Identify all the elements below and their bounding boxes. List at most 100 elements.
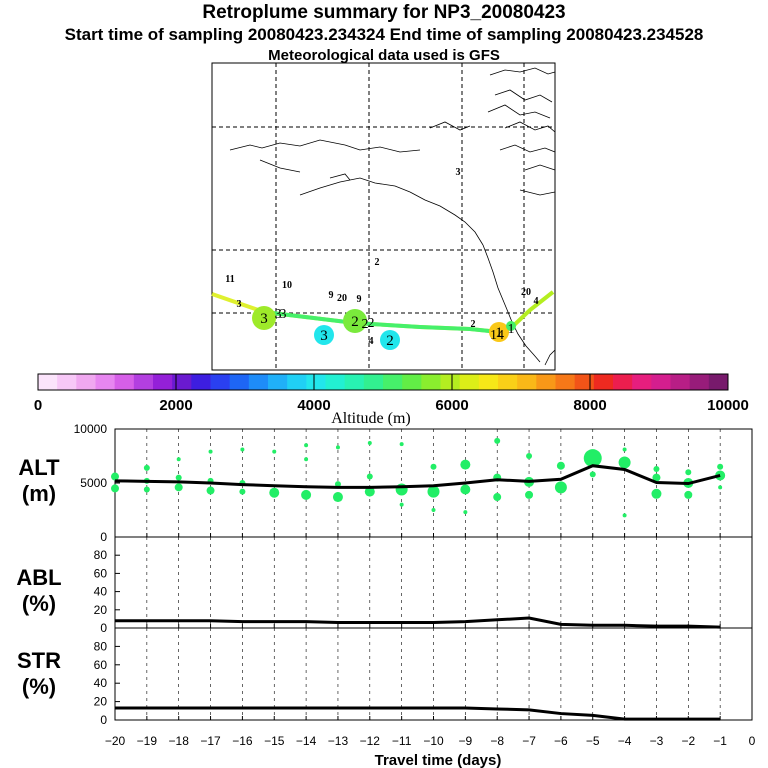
cluster-point-label: 4: [369, 336, 374, 347]
altitude-dot: [717, 463, 724, 470]
cluster-point-label: 2: [375, 257, 380, 268]
colorbar-swatch: [478, 374, 499, 390]
altitude-dot: [239, 488, 246, 495]
alt-unit: (m): [21, 481, 57, 506]
y-tick-label: 0: [100, 713, 107, 727]
cluster-circle-label: 2: [386, 333, 394, 349]
colorbar-tick-label: 10000: [707, 397, 749, 414]
colorbar-swatch: [268, 374, 288, 390]
colorbar-swatch: [229, 374, 250, 390]
cluster-circle: [380, 330, 400, 350]
cluster-circle: [252, 306, 276, 330]
altitude-dot: [143, 464, 150, 471]
series-line: [114, 464, 721, 489]
altitude-dot: [554, 481, 567, 494]
altitude-dot: [143, 486, 150, 493]
cluster-circle-label: 3: [260, 311, 268, 327]
x-tick-label: −5: [586, 734, 600, 748]
altitude-dot: [269, 487, 280, 498]
cluster-circle-label: 2: [351, 314, 359, 330]
cluster-point-label: 20: [337, 293, 347, 304]
colorbar-swatch: [536, 374, 556, 390]
colorbar-swatch: [402, 374, 422, 390]
colorbar-swatch: [114, 374, 135, 390]
track-label: 1: [508, 322, 515, 337]
track-label: 3: [280, 307, 287, 322]
x-tick-label: −12: [360, 734, 381, 748]
altitude-dot: [463, 510, 468, 515]
x-tick-label: −3: [650, 734, 664, 748]
altitude-dot: [556, 461, 565, 470]
x-tick-label: −10: [423, 734, 444, 748]
altitude-dot: [685, 469, 692, 476]
colorbar-swatch: [153, 374, 173, 390]
x-tick-label: −20: [105, 734, 126, 748]
altitude-dot: [494, 437, 501, 444]
x-tick-label: −16: [232, 734, 253, 748]
altitude-dot: [431, 508, 436, 512]
x-tick-label: −9: [459, 734, 473, 748]
colorbar-swatch: [670, 374, 691, 390]
colorbar-swatch: [191, 374, 211, 390]
y-tick-label: 40: [94, 585, 108, 599]
alt-label: ALT: [18, 455, 60, 480]
colorbar-swatch: [363, 374, 384, 390]
colorbar-swatch: [498, 374, 518, 390]
track-label: 14: [490, 328, 504, 343]
cluster-circles: 3 2 3 2 1: [252, 306, 516, 350]
colorbar-ticks: 0 2000 4000 6000 8000 10000: [34, 374, 749, 414]
cluster-point-label: 4: [534, 296, 539, 307]
colorbar-swatch: [133, 374, 154, 390]
altitude-colorbar: [37, 373, 729, 391]
track-label: 2: [368, 316, 375, 331]
altitude-dot: [304, 443, 309, 448]
altitude-dot: [111, 472, 119, 481]
altitude-dot: [427, 485, 440, 498]
altitude-dot: [618, 456, 631, 469]
cluster-point-label: 11: [225, 274, 234, 285]
y-tick-label: 20: [94, 603, 108, 617]
x-tick-label: −11: [392, 734, 412, 748]
x-tick-label: −19: [137, 734, 158, 748]
x-tick-label: −7: [522, 734, 536, 748]
cluster-circle: [489, 322, 509, 342]
alt-panel-title: ALT (m): [4, 455, 74, 507]
altitude-dot: [399, 442, 404, 447]
cluster-point-label: 2: [471, 319, 476, 330]
altitude-dot: [684, 490, 693, 499]
altitude-dot: [460, 459, 471, 470]
altitude-dot: [718, 485, 723, 490]
x-tick-label: −15: [264, 734, 285, 748]
abl-unit: (%): [21, 591, 57, 616]
str-label: STR: [17, 648, 61, 673]
colorbar-swatch: [593, 374, 614, 390]
cluster-point-label: 3: [456, 167, 461, 178]
colorbar-swatch: [306, 374, 326, 390]
series-line: [115, 616, 721, 629]
colorbar-swatch: [76, 374, 96, 390]
x-tick-label: −18: [169, 734, 190, 748]
colorbar-swatch: [613, 374, 633, 390]
y-tick-label: 20: [94, 695, 108, 709]
cluster-circle: [506, 321, 516, 331]
colorbar-swatch: [689, 374, 710, 390]
track-label: 3: [275, 307, 282, 322]
trajectory-track-2: [263, 310, 500, 334]
colorbar-swatch: [459, 374, 480, 390]
altitude-dot: [111, 484, 119, 493]
altitude-dot: [653, 465, 660, 472]
colorbar-swatch: [555, 374, 576, 390]
coastlines: [229, 67, 556, 366]
altitude-dot: [364, 486, 375, 497]
cluster-point-label: 10: [282, 280, 292, 291]
altitude-dot: [174, 483, 183, 492]
altitude-dot: [399, 502, 404, 507]
cluster-circle-label: 1: [495, 325, 503, 341]
altitude-dot: [301, 489, 312, 500]
x-tick-label: −14: [296, 734, 317, 748]
abl-panel-title: ABL (%): [4, 565, 74, 617]
colorbar-swatch: [210, 374, 231, 390]
cluster-point-label: 3: [237, 299, 242, 310]
